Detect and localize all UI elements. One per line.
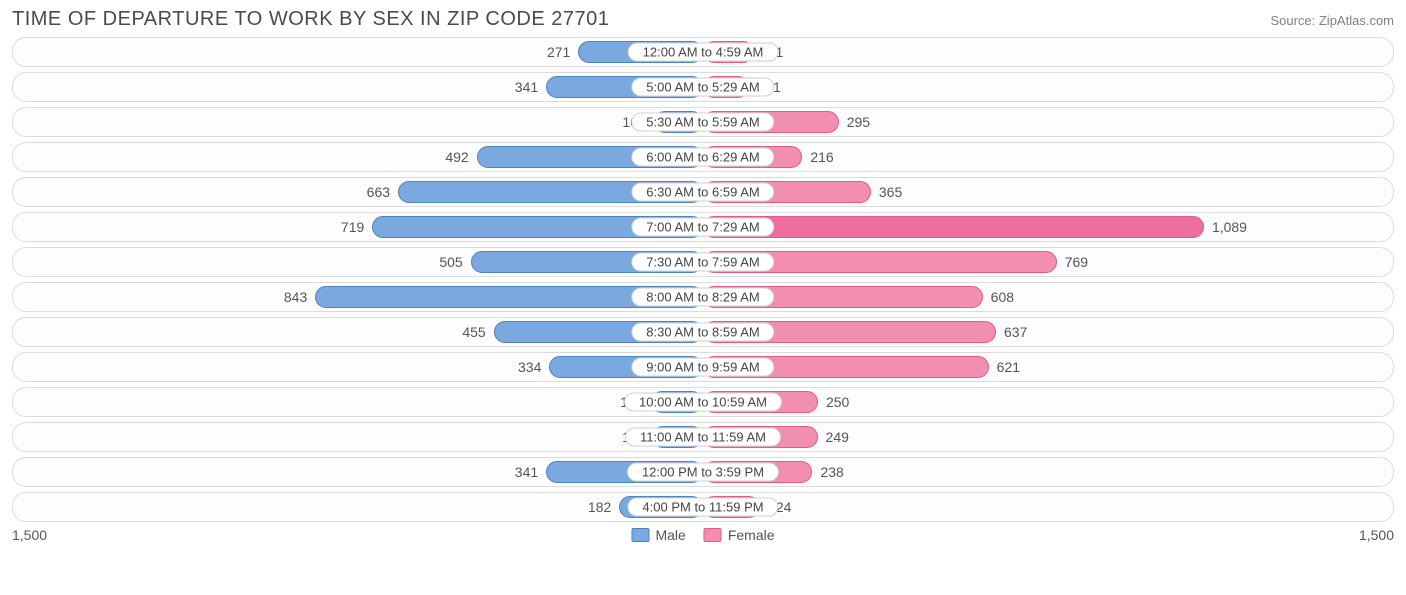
male-value: 182 <box>588 499 611 515</box>
female-value: 250 <box>826 394 849 410</box>
axis-right-max: 1,500 <box>1359 527 1394 543</box>
chart-row: 11425010:00 AM to 10:59 AM <box>12 387 1394 417</box>
category-label: 8:00 AM to 8:29 AM <box>631 288 774 307</box>
category-label: 4:00 PM to 11:59 PM <box>627 498 778 517</box>
female-value: 238 <box>820 464 843 480</box>
chart-row: 455 637 8:30 AM to 8:59 AM <box>12 317 1394 347</box>
category-label: 9:00 AM to 9:59 AM <box>631 358 774 377</box>
chart-row: 341 238 12:00 PM to 3:59 PM <box>12 457 1394 487</box>
category-label: 8:30 AM to 8:59 AM <box>631 323 774 342</box>
male-value: 341 <box>515 79 538 95</box>
chart-row: 11024911:00 AM to 11:59 AM <box>12 422 1394 452</box>
chart-row: 27111112:00 AM to 4:59 AM <box>12 37 1394 67</box>
female-value: 295 <box>847 114 870 130</box>
chart-title: TIME OF DEPARTURE TO WORK BY SEX IN ZIP … <box>12 8 609 31</box>
female-value: 1,089 <box>1212 219 1247 235</box>
category-label: 12:00 AM to 4:59 AM <box>628 43 779 62</box>
male-value: 719 <box>341 219 364 235</box>
female-value: 637 <box>1004 324 1027 340</box>
male-value: 492 <box>445 149 468 165</box>
category-label: 5:30 AM to 5:59 AM <box>631 113 774 132</box>
legend: Male Female <box>631 527 774 543</box>
male-value: 505 <box>439 254 462 270</box>
category-label: 7:30 AM to 7:59 AM <box>631 253 774 272</box>
male-swatch-icon <box>631 528 649 542</box>
axis-left-max: 1,500 <box>12 527 47 543</box>
chart-row: 334 621 9:00 AM to 9:59 AM <box>12 352 1394 382</box>
chart-row: 505 769 7:30 AM to 7:59 AM <box>12 247 1394 277</box>
female-value: 216 <box>810 149 833 165</box>
category-label: 7:00 AM to 7:29 AM <box>631 218 774 237</box>
chart-row: 719 1,089 7:00 AM to 7:29 AM <box>12 212 1394 242</box>
category-label: 6:00 AM to 6:29 AM <box>631 148 774 167</box>
chart-row: 843 608 8:00 AM to 8:29 AM <box>12 282 1394 312</box>
male-value: 341 <box>515 464 538 480</box>
male-value: 663 <box>367 184 390 200</box>
diverging-bar-chart: 27111112:00 AM to 4:59 AM 3411015:00 AM t… <box>12 37 1394 522</box>
female-bar <box>703 216 1204 238</box>
legend-female-label: Female <box>728 527 775 543</box>
chart-row: 492 216 6:00 AM to 6:29 AM <box>12 142 1394 172</box>
chart-footer: 1,500 Male Female 1,500 <box>12 527 1394 543</box>
female-swatch-icon <box>704 528 722 542</box>
chart-row: 1072955:30 AM to 5:59 AM <box>12 107 1394 137</box>
legend-male-label: Male <box>655 527 685 543</box>
legend-male: Male <box>631 527 685 543</box>
male-value: 334 <box>518 359 541 375</box>
male-value: 843 <box>284 289 307 305</box>
female-value: 365 <box>879 184 902 200</box>
chart-row: 1821244:00 PM to 11:59 PM <box>12 492 1394 522</box>
chart-row: 3411015:00 AM to 5:29 AM <box>12 72 1394 102</box>
source-label: Source: ZipAtlas.com <box>1270 13 1394 28</box>
legend-female: Female <box>704 527 775 543</box>
category-label: 10:00 AM to 10:59 AM <box>624 393 782 412</box>
chart-row: 663 365 6:30 AM to 6:59 AM <box>12 177 1394 207</box>
female-value: 249 <box>826 429 849 445</box>
category-label: 5:00 AM to 5:29 AM <box>631 78 774 97</box>
female-value: 769 <box>1065 254 1088 270</box>
male-value: 271 <box>547 44 570 60</box>
category-label: 6:30 AM to 6:59 AM <box>631 183 774 202</box>
female-value: 621 <box>997 359 1020 375</box>
category-label: 12:00 PM to 3:59 PM <box>627 463 779 482</box>
female-value: 608 <box>991 289 1014 305</box>
male-value: 455 <box>462 324 485 340</box>
category-label: 11:00 AM to 11:59 AM <box>625 428 781 447</box>
